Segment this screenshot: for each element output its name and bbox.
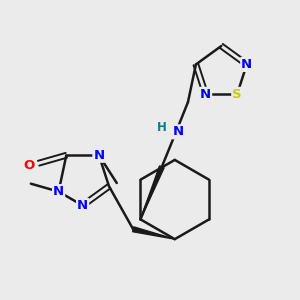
Text: N: N	[93, 149, 104, 162]
Text: N: N	[53, 185, 64, 198]
Polygon shape	[133, 227, 175, 239]
Polygon shape	[140, 166, 164, 219]
Text: S: S	[232, 88, 242, 101]
Text: N: N	[172, 125, 184, 138]
Text: N: N	[77, 199, 88, 212]
Text: O: O	[23, 159, 34, 172]
Text: N: N	[200, 88, 211, 101]
Text: N: N	[241, 58, 252, 71]
Text: H: H	[157, 122, 167, 134]
